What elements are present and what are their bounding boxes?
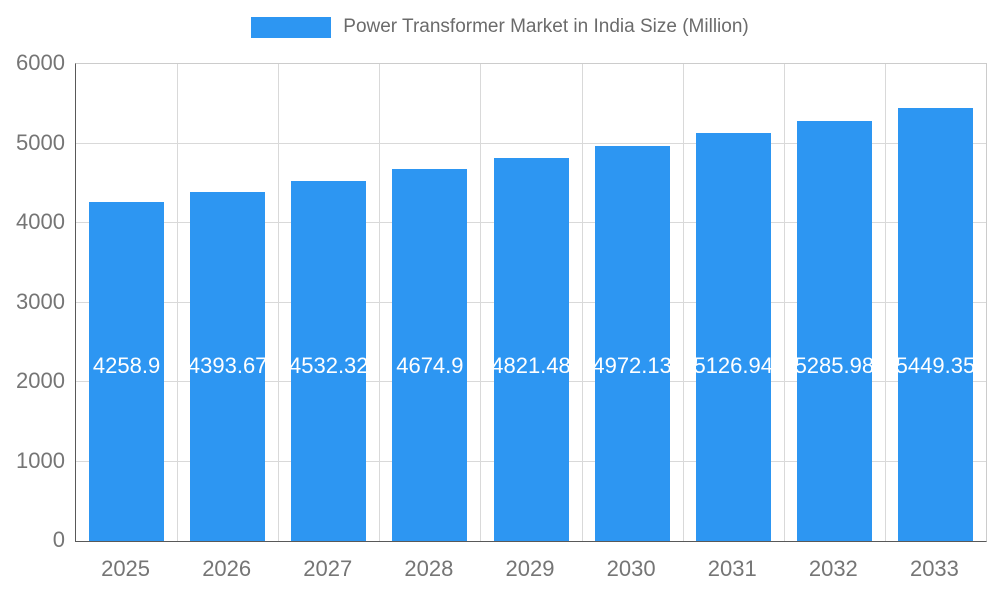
y-tick-label: 0 [52, 527, 65, 552]
x-tick-label: 2028 [404, 556, 454, 581]
x-tick-label: 2025 [101, 556, 151, 581]
y-tick-label: 1000 [16, 447, 65, 473]
x-tick-label: 2030 [606, 556, 656, 581]
bar-2029[interactable] [493, 157, 569, 541]
bar-2033[interactable] [897, 107, 973, 541]
gridline-vertical [177, 64, 179, 541]
bar-2027[interactable] [291, 180, 367, 541]
gridline-vertical [379, 64, 381, 541]
gridline-vertical [783, 64, 785, 541]
bar-2028[interactable] [392, 169, 468, 541]
y-tick-label: 3000 [16, 288, 65, 314]
bar-2026[interactable] [190, 191, 266, 541]
gridline-vertical [480, 64, 482, 541]
x-tick-label: 2033 [909, 556, 959, 581]
gridline-horizontal [76, 142, 986, 144]
x-tick-label: 2031 [707, 556, 757, 581]
x-tick-label: 2029 [505, 556, 555, 581]
x-tick-label: 2032 [808, 556, 858, 581]
bar-2025[interactable] [89, 202, 165, 541]
plot-area: 4258.9 4393.67 4532.32 4674.9 4821.48 4972.13… [75, 63, 987, 542]
y-tick-label: 2000 [16, 368, 65, 393]
legend-label: Power Transformer Market in India Size (… [343, 16, 749, 37]
gridline-vertical [682, 64, 684, 541]
y-tick-label: 4000 [16, 209, 65, 234]
bar-2030[interactable] [594, 145, 670, 541]
gridline-vertical [884, 64, 886, 541]
y-tick-label: 6000 [16, 50, 65, 75]
gridline-vertical [581, 64, 583, 541]
x-tick-label: 2027 [303, 556, 353, 581]
bar-2031[interactable] [695, 133, 771, 541]
y-tick-label: 5000 [16, 129, 65, 155]
legend-swatch [251, 16, 332, 38]
bar-2032[interactable] [796, 120, 872, 541]
gridline-vertical [278, 64, 280, 541]
x-tick-label: 2026 [202, 556, 252, 581]
legend: Power Transformer Market in India Size (… [0, 16, 1000, 38]
